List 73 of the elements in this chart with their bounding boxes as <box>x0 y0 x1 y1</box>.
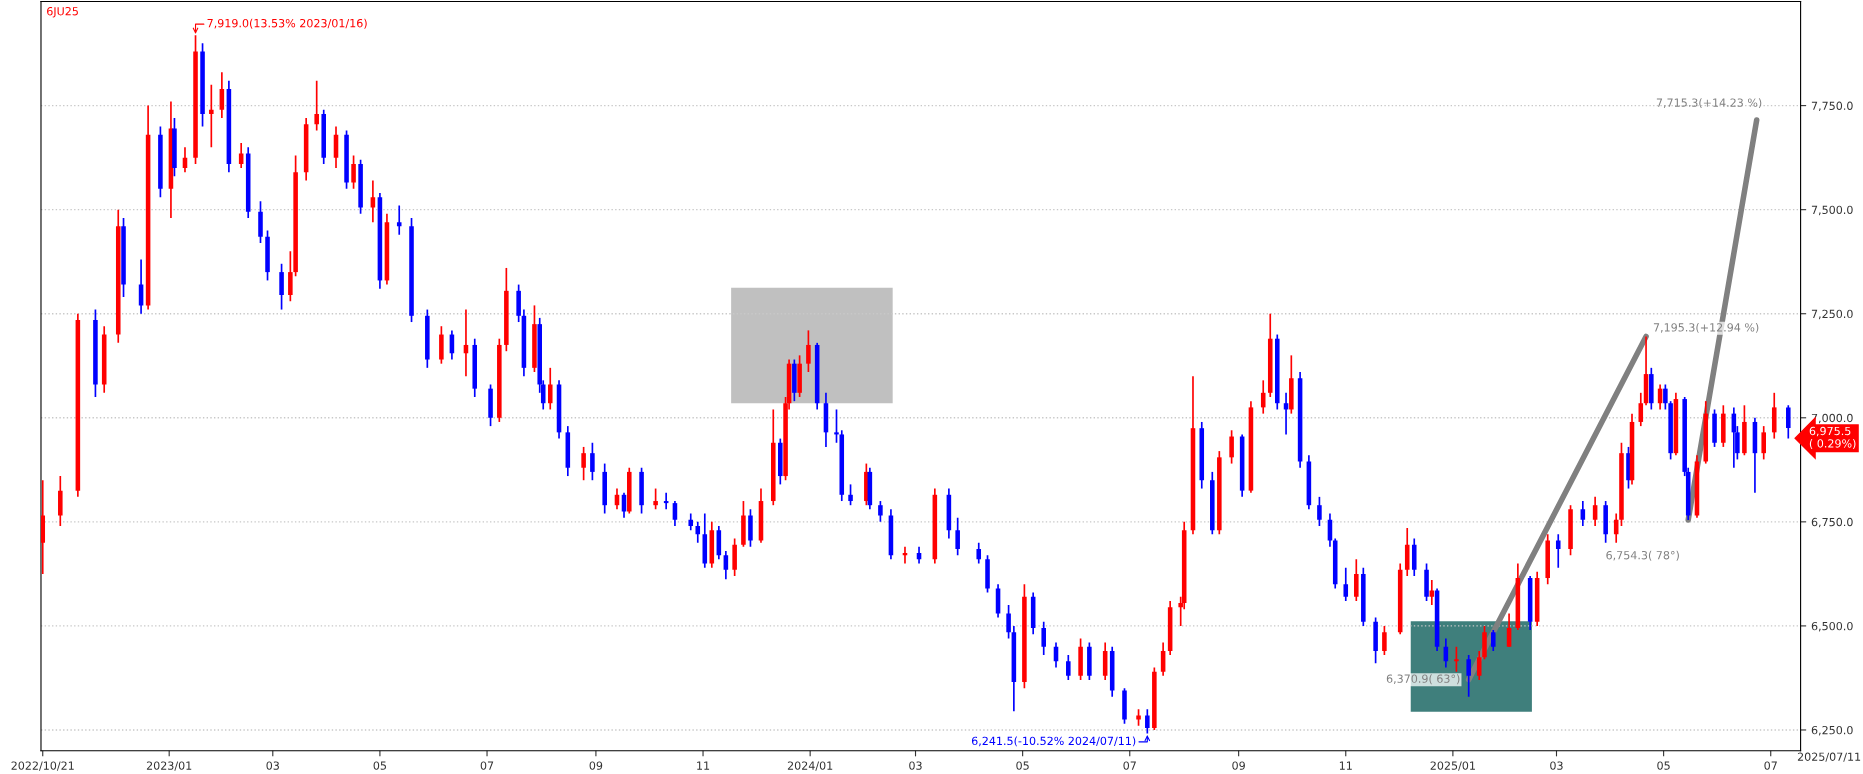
candlestick <box>351 154 356 190</box>
candlestick <box>1786 404 1791 440</box>
candlestick <box>314 79 319 132</box>
chart-title: 6JU25 <box>47 6 78 18</box>
x-tick-label: 03 <box>909 761 922 770</box>
x-tick-label: 11 <box>697 761 710 770</box>
x-tick-label: 03 <box>266 761 279 770</box>
y-tick-label: 7,250.0 <box>1811 309 1853 320</box>
candlestick <box>848 483 853 507</box>
candlestick <box>1592 496 1598 527</box>
candlestick <box>1476 650 1482 681</box>
x-tick-label: 05 <box>373 761 387 770</box>
annotation: 6,975.5 ( 0.29%) <box>1809 426 1856 449</box>
candlestick <box>1663 383 1668 411</box>
y-tick-label: 7,500.0 <box>1811 205 1853 216</box>
candlestick <box>695 521 701 544</box>
candlestick <box>723 550 729 581</box>
x-tick-label: 2022/10/21 <box>11 761 74 771</box>
candlestick <box>976 541 982 565</box>
candlestick <box>288 250 293 303</box>
annotation: 6,241.5(-10.52% 2024/07/11) <box>971 736 1136 747</box>
candlestick <box>1260 379 1266 415</box>
candlestick <box>1066 654 1071 681</box>
x-tick-label: 05 <box>1657 761 1670 770</box>
candlestick <box>1354 558 1359 602</box>
candlestick <box>1382 625 1387 656</box>
candlestick <box>806 329 811 373</box>
candlestick <box>370 179 376 223</box>
y-tick-label: 7,750.0 <box>1811 101 1853 112</box>
x-tick-label: 09 <box>1232 761 1245 770</box>
x-tick-label: 2024/01 <box>787 761 833 771</box>
x-tick-label: 03 <box>1550 761 1563 770</box>
candlestick <box>1454 645 1459 673</box>
candlestick <box>590 441 595 482</box>
candlestick <box>1761 425 1766 461</box>
text: 2025/07/11 <box>1797 752 1861 762</box>
candlestick <box>1490 629 1496 652</box>
annotation: 7,919.0(13.53% 2023/01/16) <box>207 18 367 29</box>
x-tick-label: 11 <box>1339 761 1352 770</box>
annotation: 7,195.3(+12.94 %) <box>1653 322 1759 333</box>
candlestick <box>581 446 586 482</box>
candlestick <box>1145 708 1150 735</box>
candlestick <box>878 500 883 523</box>
annotation: 7,715.3(+14.23 %) <box>1656 98 1762 109</box>
candlestick <box>209 83 214 149</box>
candlestick <box>1343 566 1349 602</box>
candlestick <box>279 262 284 311</box>
candlestick <box>1229 429 1234 465</box>
x-tick-label: 09 <box>589 761 603 770</box>
x-tick-label: 07 <box>480 761 494 770</box>
candlestick <box>238 142 244 169</box>
candlestick <box>396 204 402 236</box>
x-tick-label: 2023/01 <box>146 761 192 771</box>
annotation: 6,370.9( 63°) <box>1386 674 1460 685</box>
y-tick-label: 6,250.0 <box>1811 725 1853 736</box>
x-tick-label: 07 <box>1123 761 1136 770</box>
x-tick-label: 2025/01 <box>1430 761 1475 771</box>
candlestick <box>955 516 960 556</box>
annotation: 6,754.3( 78°) <box>1606 550 1679 561</box>
candlestick <box>1317 496 1322 527</box>
candlestick <box>1466 654 1471 698</box>
y-tick-label: 6,500.0 <box>1811 621 1853 632</box>
x-tick-label: 05 <box>1016 761 1029 770</box>
candlestick <box>834 408 839 444</box>
candlestick <box>1006 604 1011 640</box>
candlestick <box>1580 500 1586 527</box>
candlestick <box>547 367 553 411</box>
candlestick <box>653 487 658 511</box>
x-tick-label: 07 <box>1764 761 1777 770</box>
candlestick <box>1041 620 1046 656</box>
y-tick-label: 7,000.0 <box>1811 413 1853 424</box>
y-tick-label: 6,750.0 <box>1811 517 1853 528</box>
candlestick <box>1555 533 1561 569</box>
